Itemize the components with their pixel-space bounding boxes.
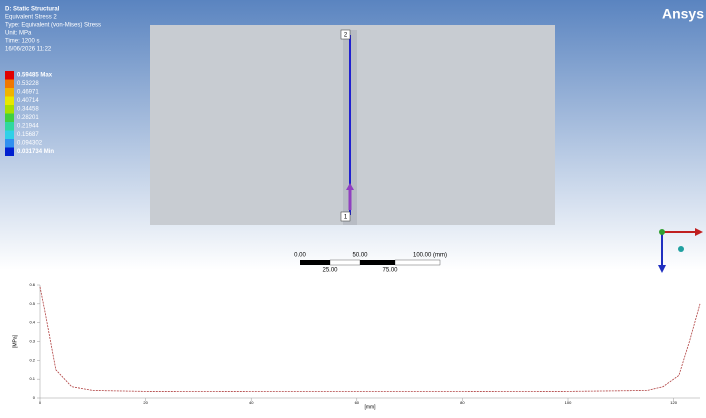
header-title: D: Static Structural [5, 7, 60, 13]
header-unit: Unit: MPa [5, 31, 32, 37]
logo: Ansys [662, 6, 704, 22]
scale-label: 75.00 [382, 268, 398, 274]
scale-label: 50.00 [352, 253, 368, 259]
legend-swatch [5, 71, 14, 80]
legend-label: 0.28201 [17, 115, 39, 121]
legend-swatch [5, 139, 14, 148]
y-tick-label: 0.2 [29, 357, 35, 362]
legend-swatch [5, 97, 14, 106]
y-tick-label: 0.5 [29, 301, 35, 306]
legend-swatch [5, 122, 14, 131]
x-tick-label: 100 [565, 400, 572, 405]
y-tick-label: 0.1 [29, 376, 35, 381]
legend-label: 0.094302 [17, 141, 43, 147]
legend-swatch [5, 114, 14, 123]
legend-label: 0.031734 Min [17, 149, 54, 155]
y-axis-label: [MPa] [12, 334, 18, 348]
legend-swatch [5, 105, 14, 114]
x-tick-label: 60 [355, 400, 360, 405]
legend-swatch [5, 80, 14, 89]
y-tick-label: 0.6 [29, 282, 35, 287]
legend-label: 0.46971 [17, 90, 39, 96]
y-tick-label: 0.4 [29, 320, 35, 325]
header-type: Type: Equivalent (von-Mises) Stress [5, 23, 101, 29]
x-tick-label: 80 [460, 400, 465, 405]
scale-label: 0.00 [294, 253, 306, 259]
x-tick-label: 20 [143, 400, 148, 405]
page: 2 1 D: Static Structural Equivalent Stre… [0, 0, 706, 418]
screen: 2 1 D: Static Structural Equivalent Stre… [0, 0, 706, 413]
legend-label: 0.15687 [17, 132, 39, 138]
x-axis-label: [mm] [364, 404, 376, 410]
scale-label: 100.00 (mm) [413, 253, 447, 259]
x-tick-label: 120 [670, 400, 677, 405]
legend-swatch [5, 148, 14, 157]
legend-swatch [5, 88, 14, 97]
legend-swatch [5, 131, 14, 140]
header-time: Time: 1200 s [5, 39, 39, 45]
legend-label: 0.40714 [17, 98, 39, 104]
chart-panel [0, 270, 706, 413]
x-tick-label: 40 [249, 400, 254, 405]
legend-label: 0.34458 [17, 107, 39, 113]
scale-label: 25.00 [322, 268, 338, 274]
legend-label: 0.53228 [17, 81, 39, 87]
header-result: Equivalent Stress 2 [5, 15, 57, 21]
legend-label: 0.21944 [17, 124, 39, 130]
header-date: 16/06/2026 11:22 [5, 47, 52, 53]
legend-label: 0.59485 Max [17, 73, 53, 79]
y-tick-label: 0.3 [29, 339, 35, 344]
